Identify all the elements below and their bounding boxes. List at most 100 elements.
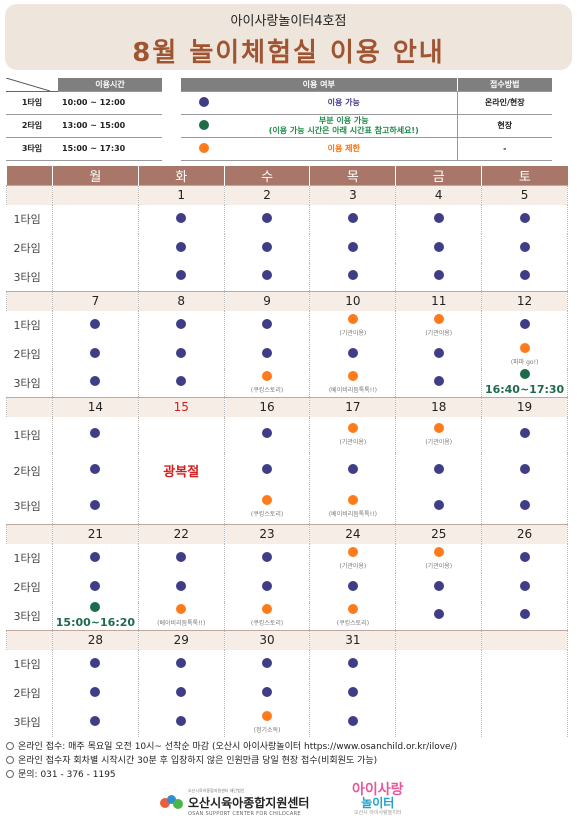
available-dot-icon: [347, 580, 358, 591]
available-dot-icon: [90, 318, 101, 329]
slot-row: 3타임 (쿠킹스토리) (베이비리듬톡톡!!) 16:40~17:30: [6, 368, 568, 398]
slot-cell: [137, 262, 225, 292]
slot-note: (기관이용): [425, 562, 453, 570]
slot-row-label: 2타임: [6, 452, 53, 489]
available-dot-icon: [90, 464, 101, 474]
date-row-corner: [6, 397, 53, 417]
page-title: 8월 놀이체험실 이용 안내: [132, 38, 445, 68]
footer-note-text: 온라인 접수: 매주 목요일 오전 10시~ 선착순 마감 (오산시 아이사랑놀…: [18, 742, 458, 752]
center-logo-small: 오산시육아종합지원센터 재단법인: [188, 787, 245, 793]
restricted-dot-icon: [347, 546, 358, 557]
slot-row: 1타임 (기관이용) (기관이용): [6, 310, 568, 340]
slot-cell: [309, 339, 397, 369]
date-number: 28: [52, 630, 139, 650]
partial-time: 15:00~16:20: [55, 616, 136, 630]
date-row-corner: [6, 185, 53, 205]
partial-dot-icon: [519, 369, 530, 380]
playground-logo: 아이사랑 놀이터 오산시 아이사랑놀이터: [352, 783, 404, 816]
slot-cell: [52, 572, 139, 602]
slot-cell: [137, 649, 225, 679]
restricted-dot-icon: [262, 494, 273, 505]
slot-label: 1타임: [6, 91, 58, 115]
slot-cell: [137, 368, 225, 398]
date-number: 2: [223, 185, 311, 205]
partial-dot-icon: [199, 119, 209, 130]
available-dot-icon: [262, 657, 273, 668]
available-dot-icon: [90, 715, 101, 726]
available-dot-icon: [262, 347, 273, 358]
slot-cell: (파파 go!): [481, 339, 568, 369]
slot-cell: [223, 310, 311, 340]
slot-cell: [52, 204, 139, 234]
date-number: 23: [223, 524, 311, 544]
slot-cell: [52, 310, 139, 340]
restricted-dot-icon: [433, 313, 444, 324]
slot-cell: [395, 204, 483, 234]
date-number: 12: [481, 291, 568, 311]
available-dot-icon: [176, 270, 187, 281]
slot-cell: [52, 649, 139, 679]
date-number: 5: [481, 185, 568, 205]
available-dot-icon: [433, 241, 444, 252]
slot-cell: (기관이용): [395, 310, 483, 340]
calendar: 월 화 수 목 금 토 1 2 3 4 5 1타임 2타임 3타임 7 8 9 10 11 12 1타임 (기…: [6, 166, 568, 737]
slot-row-label: 3타임: [6, 368, 53, 398]
slot-cell: [481, 310, 568, 340]
restricted-dot-icon: [262, 710, 273, 721]
slot-note: (쿠킹스토리): [250, 620, 284, 628]
slot-cell: (쿠킹스토리): [223, 488, 311, 525]
date-number: [481, 630, 568, 650]
slot-cell: [395, 707, 483, 737]
center-logo-name: 오산시육아종합지원센터: [188, 795, 310, 810]
restricted-dot-icon: [262, 371, 273, 382]
date-number: 18: [395, 397, 483, 417]
slot-row: 1타임: [6, 204, 568, 234]
slot-cell: [481, 204, 568, 234]
slot-cell: [137, 204, 225, 234]
restricted-dot-icon: [347, 423, 358, 433]
available-dot-icon: [433, 464, 444, 474]
date-row: 14 15 16 17 18 19: [6, 397, 568, 417]
slot-cell: [481, 543, 568, 573]
slot-cell: [481, 488, 568, 525]
available-dot-icon: [262, 551, 273, 562]
slot-cell: [395, 262, 483, 292]
slot-note: (기관이용): [339, 562, 367, 570]
slot-row-label: 3타임: [6, 488, 53, 525]
legend-table: 이용 여부 접수방법 이용 가능 온라인/현장 부분 이용 가능 (이용 가능 …: [181, 78, 552, 161]
restricted-dot-icon: [347, 313, 358, 324]
restricted-dot-icon: [519, 342, 530, 353]
slot-cell: 광복절: [137, 452, 225, 489]
available-dot-icon: [90, 551, 101, 562]
available-dot-icon: [519, 580, 530, 591]
legend-partial-sub: (이용 가능 시간은 아래 시간표 참고하세요!): [268, 125, 419, 135]
date-number: 24: [309, 524, 397, 544]
slot-cell: [52, 543, 139, 573]
diagonal-line: [6, 78, 50, 91]
slot-cell: [309, 233, 397, 263]
available-dot-icon: [90, 657, 101, 668]
slot-cell: [395, 233, 483, 263]
date-number: 21: [52, 524, 139, 544]
slot-row: 2타임: [6, 233, 568, 263]
restricted-dot-icon: [347, 494, 358, 505]
slot-cell: [481, 416, 568, 453]
available-dot-icon: [262, 212, 273, 223]
available-dot-icon: [433, 347, 444, 358]
slot-note: (기관이용): [339, 329, 367, 337]
slot-row-label: 1타임: [6, 416, 53, 453]
slot-note: (쿠킹스토리): [250, 387, 284, 395]
date-number: 8: [137, 291, 225, 311]
restricted-dot-icon: [199, 142, 209, 153]
date-number: 30: [223, 630, 311, 650]
legend-restricted-label: 이용 제한: [231, 137, 457, 161]
slot-row: 3타임 (쿠킹스토리) (베이비리듬톡톡!!): [6, 488, 568, 525]
slot-row-label: 1타임: [6, 649, 53, 679]
legend-method-online: 온라인/현장: [456, 91, 552, 115]
slot-cell: [309, 707, 397, 737]
slot-note: (베이비리듬톡톡!!): [328, 510, 377, 518]
slot-cell: [395, 488, 483, 525]
slot-note: (파파 go!): [510, 358, 539, 366]
slot-cell: (쿠킹스토리): [223, 368, 311, 398]
slot-row: 2타임 (파파 go!): [6, 339, 568, 369]
